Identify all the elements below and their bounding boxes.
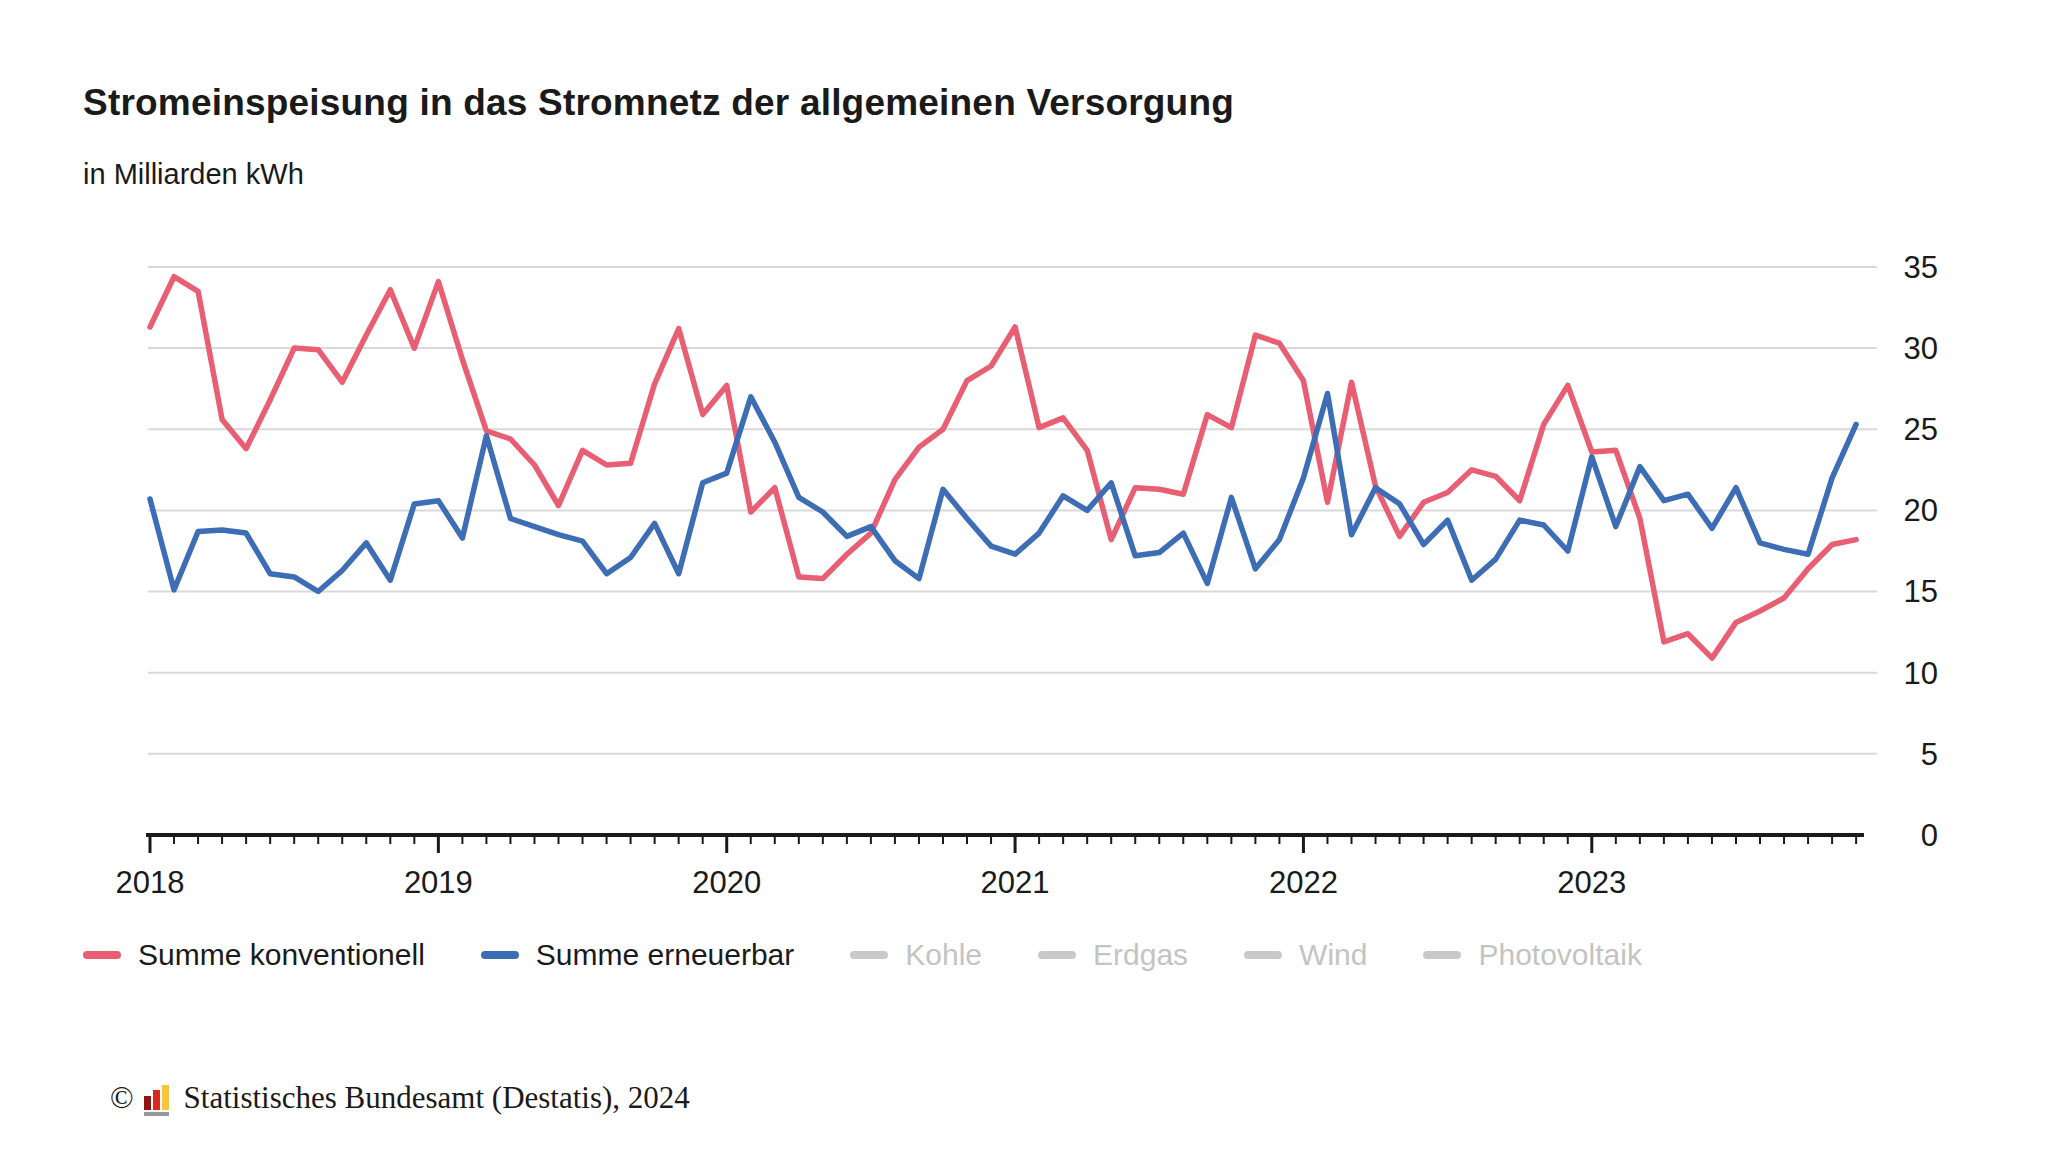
gridlines [148, 267, 1877, 754]
legend-label: Photovoltaik [1478, 938, 1641, 972]
legend-dash-icon [1038, 951, 1076, 959]
destatis-logo-icon [144, 1084, 172, 1116]
legend-item-summe-erneuerbar[interactable]: Summe erneuerbar [481, 938, 794, 972]
svg-text:30: 30 [1904, 331, 1938, 366]
legend-dash-icon [481, 951, 519, 959]
series-summe-konventionell-line [150, 277, 1856, 658]
source-attribution: © Statistisches Bundesamt (Destatis), 20… [110, 1080, 690, 1116]
legend-item-photovoltaik[interactable]: Photovoltaik [1423, 938, 1641, 972]
svg-text:2019: 2019 [404, 865, 473, 900]
legend-item-kohle[interactable]: Kohle [850, 938, 982, 972]
svg-text:20: 20 [1904, 493, 1938, 528]
x-axis-year-labels: 2018 2019 2020 2021 2022 2023 [116, 865, 1627, 900]
legend-label: Erdgas [1093, 938, 1188, 972]
svg-text:5: 5 [1921, 737, 1938, 772]
legend-dash-icon [1423, 951, 1461, 959]
svg-text:0: 0 [1921, 818, 1938, 853]
y-axis-labels: 0 5 10 15 20 25 30 35 [1904, 250, 1938, 853]
legend-item-wind[interactable]: Wind [1244, 938, 1367, 972]
legend-item-erdgas[interactable]: Erdgas [1038, 938, 1188, 972]
svg-text:35: 35 [1904, 250, 1938, 285]
legend-label: Summe konventionell [138, 938, 425, 972]
svg-text:2023: 2023 [1557, 865, 1626, 900]
legend-label: Wind [1299, 938, 1367, 972]
svg-text:2022: 2022 [1269, 865, 1338, 900]
legend: Summe konventionell Summe erneuerbar Koh… [83, 938, 1698, 972]
legend-dash-icon [83, 951, 121, 959]
chart-page: Stromeinspeisung in das Stromnetz der al… [0, 0, 2048, 1152]
legend-label: Kohle [905, 938, 982, 972]
svg-text:10: 10 [1904, 656, 1938, 691]
copyright-symbol: © [110, 1080, 134, 1116]
svg-text:15: 15 [1904, 574, 1938, 609]
source-text: Statistisches Bundesamt (Destatis), 2024 [184, 1080, 690, 1116]
svg-text:2018: 2018 [116, 865, 185, 900]
x-axis-ticks [150, 835, 1856, 853]
legend-label: Summe erneuerbar [536, 938, 794, 972]
line-chart-plot: 2018 2019 2020 2021 2022 2023 0 5 10 15 20 25 30 35 [0, 0, 2048, 1152]
legend-dash-icon [850, 951, 888, 959]
svg-text:2021: 2021 [981, 865, 1050, 900]
series-summe-erneuerbar-line [150, 394, 1856, 592]
legend-dash-icon [1244, 951, 1282, 959]
legend-item-summe-konventionell[interactable]: Summe konventionell [83, 938, 425, 972]
svg-text:2020: 2020 [692, 865, 761, 900]
svg-text:25: 25 [1904, 412, 1938, 447]
